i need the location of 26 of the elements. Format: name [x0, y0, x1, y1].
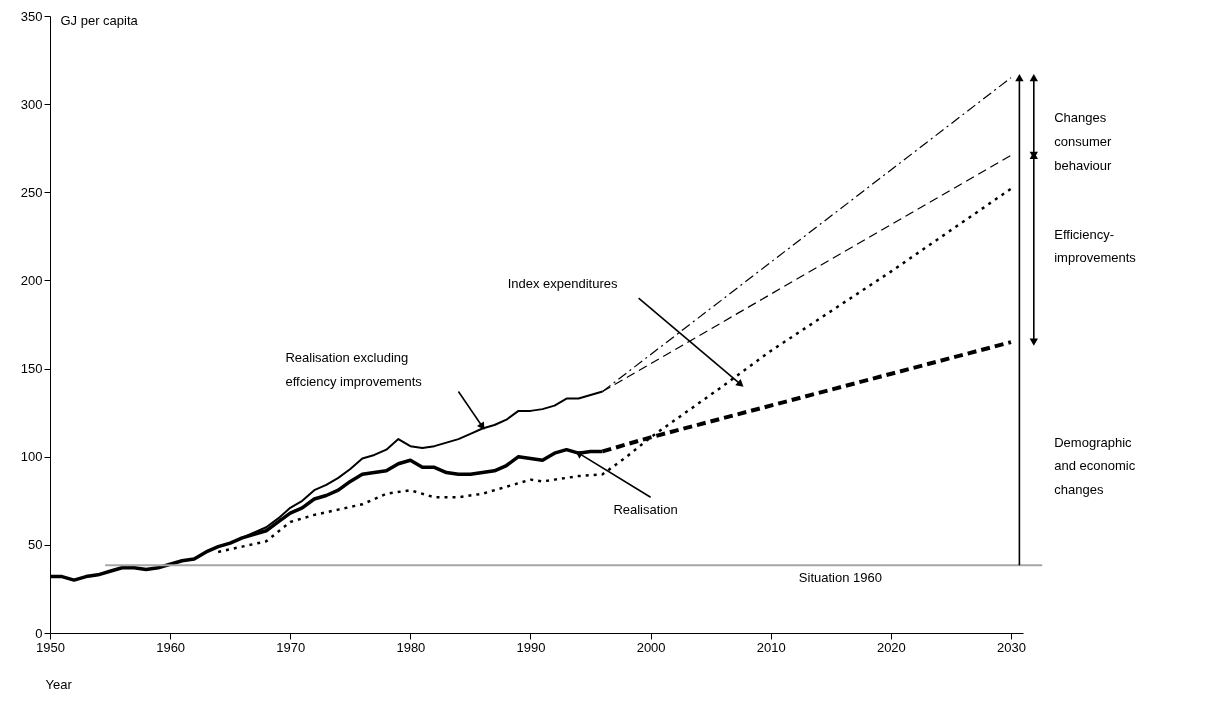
x-tick-label: 1990	[516, 639, 546, 655]
y-tick-label: 200	[20, 272, 43, 288]
x-tick-label: 2030	[997, 639, 1026, 655]
text: Demographic and economic changes	[1054, 434, 1136, 498]
x-tick-label: 1970	[276, 639, 306, 655]
text: Efficiency- improvements	[1054, 226, 1137, 266]
x-axis-title: Year	[45, 676, 73, 692]
y-tick-label: 350	[20, 8, 43, 24]
y-tick-label: 0	[35, 625, 43, 641]
annotation: Index expenditures	[507, 275, 619, 291]
annotation: Realisation	[613, 501, 678, 517]
x-tick-label: 2000	[636, 639, 666, 655]
ref-line-label: Situation 1960	[798, 570, 882, 586]
y-axis-title: GJ per capita	[60, 12, 139, 28]
annotation: Realisation excluding effciency improvements	[285, 349, 423, 389]
y-tick-label: 50	[28, 537, 43, 553]
x-tick-label: 1950	[36, 639, 65, 655]
text: Changes consumer behaviour	[1054, 110, 1112, 173]
x-tick-label: 1980	[396, 639, 426, 655]
y-tick-label: 100	[20, 449, 43, 465]
y-tick-label: 150	[20, 361, 43, 377]
y-tick-label: 250	[20, 184, 43, 200]
y-tick-label: 300	[20, 96, 43, 112]
x-tick-label: 1960	[156, 639, 186, 655]
x-tick-label: 2020	[876, 639, 906, 655]
x-tick-label: 2010	[756, 639, 786, 655]
